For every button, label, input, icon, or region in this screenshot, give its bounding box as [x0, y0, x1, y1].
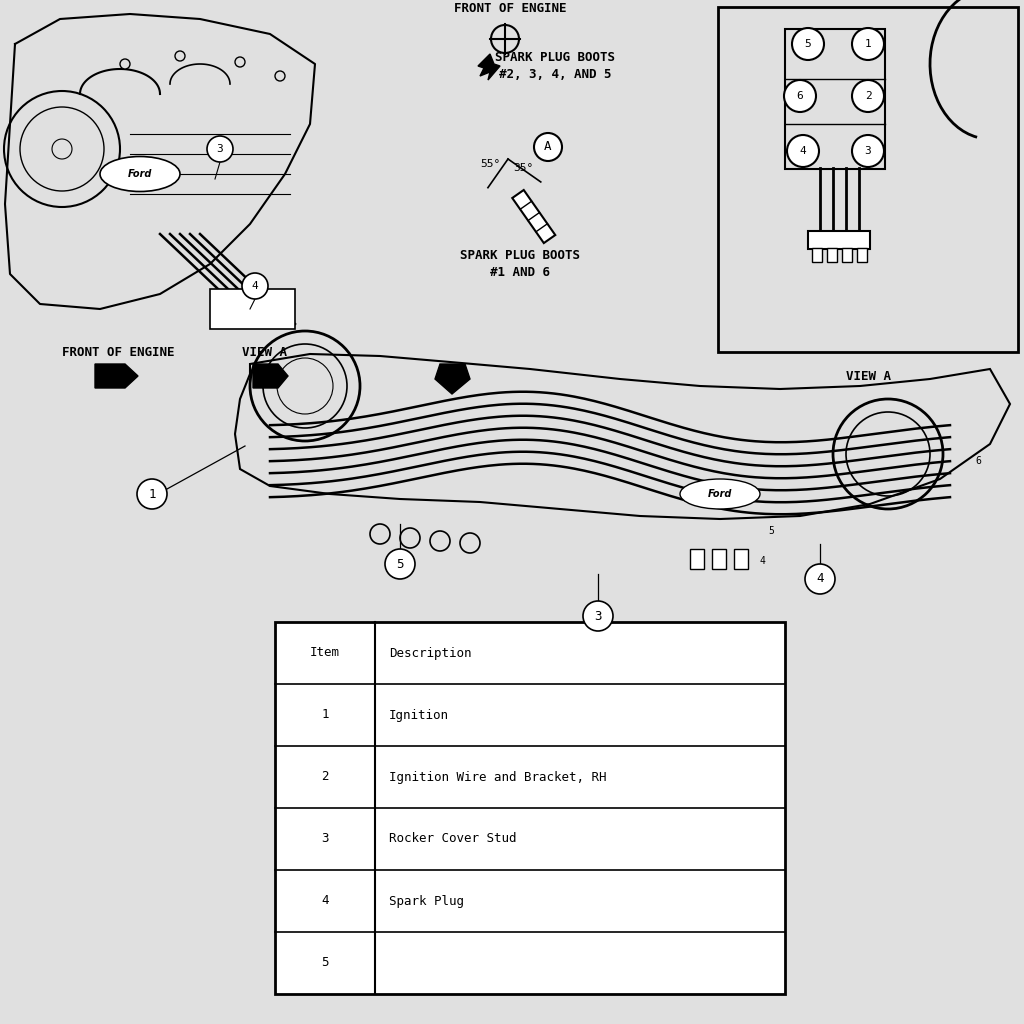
Text: FRONT OF ENGINE: FRONT OF ENGINE	[61, 345, 174, 358]
Text: Ignition: Ignition	[389, 709, 449, 722]
Bar	[718, 7, 1018, 352]
Polygon shape	[512, 190, 555, 243]
Text: FRONT OF ENGINE: FRONT OF ENGINE	[454, 2, 566, 15]
Ellipse shape	[100, 157, 180, 191]
Circle shape	[787, 135, 819, 167]
Ellipse shape	[680, 479, 760, 509]
Circle shape	[234, 57, 245, 67]
Polygon shape	[253, 364, 288, 388]
Circle shape	[137, 479, 167, 509]
Circle shape	[805, 564, 835, 594]
Text: Ford: Ford	[708, 489, 732, 499]
Bar	[842, 248, 852, 262]
Text: 3: 3	[217, 144, 223, 154]
Text: VIEW A: VIEW A	[243, 345, 288, 358]
Text: Ford: Ford	[128, 169, 153, 179]
Polygon shape	[435, 364, 470, 394]
Text: Ignition Wire and Bracket, RH: Ignition Wire and Bracket, RH	[389, 770, 606, 783]
Circle shape	[242, 273, 268, 299]
Text: 3: 3	[864, 146, 871, 156]
Bar	[857, 248, 867, 262]
Text: 4: 4	[816, 572, 823, 586]
Bar	[690, 549, 705, 569]
Bar	[785, 29, 885, 169]
Text: 2: 2	[864, 91, 871, 101]
Circle shape	[207, 136, 233, 162]
Text: 35°: 35°	[513, 163, 534, 173]
Text: 3: 3	[322, 833, 329, 846]
Circle shape	[852, 28, 884, 60]
Circle shape	[534, 133, 562, 161]
Text: Spark Plug: Spark Plug	[389, 895, 464, 907]
Text: 4: 4	[800, 146, 806, 156]
Text: 55°: 55°	[480, 159, 501, 169]
Bar	[734, 549, 748, 569]
Circle shape	[175, 51, 185, 61]
Text: Rocker Cover Stud: Rocker Cover Stud	[389, 833, 516, 846]
Text: 5: 5	[768, 526, 774, 536]
Text: 5: 5	[322, 956, 329, 970]
Bar	[808, 231, 870, 249]
Text: 4: 4	[760, 556, 766, 566]
Bar	[712, 549, 726, 569]
Text: Description: Description	[389, 646, 471, 659]
Text: VIEW A: VIEW A	[846, 370, 891, 383]
Bar	[812, 248, 822, 262]
Text: SPARK PLUG BOOTS
#1 AND 6: SPARK PLUG BOOTS #1 AND 6	[460, 249, 580, 279]
Circle shape	[792, 28, 824, 60]
Text: 1: 1	[322, 709, 329, 722]
Circle shape	[385, 549, 415, 579]
Text: 2: 2	[322, 770, 329, 783]
Bar	[275, 622, 785, 994]
Circle shape	[852, 135, 884, 167]
Text: 5: 5	[396, 557, 403, 570]
Polygon shape	[95, 364, 138, 388]
Text: 1: 1	[148, 487, 156, 501]
Text: Item: Item	[310, 646, 340, 659]
Text: 3: 3	[594, 609, 602, 623]
Circle shape	[852, 80, 884, 112]
Circle shape	[275, 71, 285, 81]
Text: 4: 4	[322, 895, 329, 907]
Bar	[210, 289, 295, 329]
Text: 6: 6	[975, 456, 981, 466]
Text: 5: 5	[805, 39, 811, 49]
Circle shape	[784, 80, 816, 112]
Text: 6: 6	[797, 91, 804, 101]
Polygon shape	[478, 54, 500, 80]
Text: A: A	[544, 140, 552, 154]
Bar	[827, 248, 837, 262]
Text: 1: 1	[864, 39, 871, 49]
Text: 4: 4	[252, 281, 258, 291]
Circle shape	[583, 601, 613, 631]
Text: SPARK PLUG BOOTS
#2, 3, 4, AND 5: SPARK PLUG BOOTS #2, 3, 4, AND 5	[495, 51, 615, 81]
Circle shape	[120, 59, 130, 69]
